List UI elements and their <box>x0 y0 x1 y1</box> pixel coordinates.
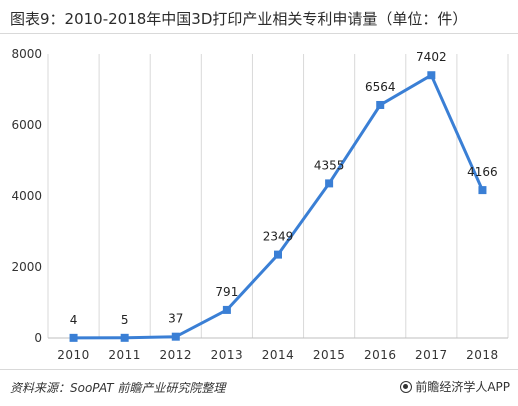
x-tick-label: 2010 <box>57 348 90 362</box>
data-point-marker <box>427 71 436 80</box>
data-label: 4 <box>70 313 78 327</box>
data-label: 4166 <box>467 165 498 179</box>
data-point-marker <box>376 100 385 109</box>
y-tick-label: 4000 <box>11 189 42 203</box>
data-label: 6564 <box>365 80 396 94</box>
x-tick-label: 2012 <box>160 348 193 362</box>
data-point-marker <box>171 332 180 341</box>
x-tick-label: 2015 <box>313 348 346 362</box>
y-tick-label: 0 <box>34 331 42 345</box>
data-point-marker <box>222 305 231 314</box>
data-label: 7402 <box>416 50 447 64</box>
x-tick-label: 2013 <box>211 348 244 362</box>
data-point-marker <box>120 333 129 342</box>
data-point-marker <box>478 186 487 195</box>
y-tick-label: 6000 <box>11 118 42 132</box>
data-point-marker <box>69 333 78 342</box>
data-label: 37 <box>168 312 183 326</box>
data-point-marker <box>325 179 334 188</box>
data-label: 5 <box>121 313 129 327</box>
x-tick-label: 2014 <box>262 348 295 362</box>
x-tick-label: 2017 <box>415 348 448 362</box>
brand-credit: 前瞻经济学人APP <box>400 378 510 395</box>
data-label: 4355 <box>314 158 345 172</box>
series-line <box>73 73 484 340</box>
brand-name: 前瞻经济学人APP <box>415 380 510 394</box>
data-label: 791 <box>215 285 238 299</box>
brand-logo-icon <box>400 380 413 393</box>
x-tick-label: 2018 <box>466 348 499 362</box>
chart-title: 图表9：2010-2018年中国3D打印产业相关专利申请量（单位：件） <box>10 10 468 28</box>
data-label: 2349 <box>263 230 294 244</box>
source-note: 资料来源：SooPAT 前瞻产业研究院整理 <box>10 381 226 395</box>
title-divider <box>0 33 518 34</box>
y-tick-label: 8000 <box>11 47 42 61</box>
y-tick-label: 2000 <box>11 260 42 274</box>
data-point-marker <box>274 250 282 259</box>
x-tick-label: 2016 <box>364 348 397 362</box>
x-tick-label: 2011 <box>108 348 141 362</box>
footer-divider <box>0 369 518 370</box>
